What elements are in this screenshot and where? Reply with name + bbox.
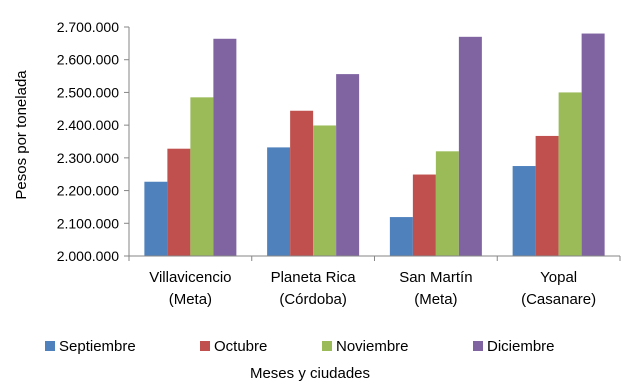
y-axis-title: Pesos por tonelada xyxy=(13,70,30,200)
bar-noviembre-1 xyxy=(313,125,337,256)
legend-swatch-diciembre xyxy=(473,341,483,351)
bar-noviembre-2 xyxy=(435,151,459,256)
bar-noviembre-0 xyxy=(190,97,214,256)
x-category-label: Yopal xyxy=(540,269,577,286)
y-tick-label: 2.500.000 xyxy=(57,84,119,100)
x-category-label: Villavicencio xyxy=(149,269,231,286)
x-category-label: (Meta) xyxy=(169,291,212,308)
x-axis-title: Meses y ciudades xyxy=(250,365,370,382)
legend: Septiembre Octubre Noviembre Diciembre xyxy=(45,338,555,355)
bar-septiembre-1 xyxy=(267,147,291,256)
y-tick-label: 2.700.000 xyxy=(57,19,119,35)
bar-diciembre-0 xyxy=(213,38,237,256)
bar-octubre-3 xyxy=(535,135,559,256)
x-category-label: Planeta Rica xyxy=(271,269,357,286)
bar-octubre-1 xyxy=(290,110,314,257)
x-category-label: San Martín xyxy=(399,269,472,286)
y-tick-label: 2.600.000 xyxy=(57,52,119,68)
x-category-label: (Casanare) xyxy=(521,291,596,308)
bar-septiembre-2 xyxy=(389,217,413,256)
x-category-label: (Córdoba) xyxy=(279,291,347,308)
y-axis-title-group: Pesos por tonelada xyxy=(13,70,30,200)
y-tick-label: 2.100.000 xyxy=(57,215,119,231)
bar-noviembre-3 xyxy=(558,92,582,256)
y-tick-label: 2.300.000 xyxy=(57,150,119,166)
bar-septiembre-3 xyxy=(512,166,536,256)
legend-label-septiembre: Septiembre xyxy=(59,338,136,355)
bar-diciembre-1 xyxy=(336,74,360,256)
legend-swatch-noviembre xyxy=(322,341,332,351)
legend-swatch-octubre xyxy=(200,341,210,351)
x-axis-category-labels: Villavicencio (Meta) Planeta Rica (Córdoba)… xyxy=(128,256,621,308)
y-tick-label: 2.200.000 xyxy=(57,183,119,199)
legend-swatch-septiembre xyxy=(45,341,55,351)
bars xyxy=(144,33,605,257)
bar-octubre-0 xyxy=(167,148,191,256)
bar-octubre-2 xyxy=(412,174,436,256)
bar-diciembre-3 xyxy=(581,33,605,256)
legend-label-noviembre: Noviembre xyxy=(336,338,409,355)
bar-diciembre-2 xyxy=(458,36,482,256)
y-tick-label: 2.000.000 xyxy=(57,248,119,264)
legend-label-octubre: Octubre xyxy=(214,338,267,355)
x-category-label: (Meta) xyxy=(414,291,457,308)
y-tick-label: 2.400.000 xyxy=(57,117,119,133)
y-axis-ticks: 2.000.000 2.100.000 2.200.000 2.300.000 2.40… xyxy=(57,19,129,264)
bar-septiembre-0 xyxy=(144,181,168,256)
legend-label-diciembre: Diciembre xyxy=(487,338,555,355)
